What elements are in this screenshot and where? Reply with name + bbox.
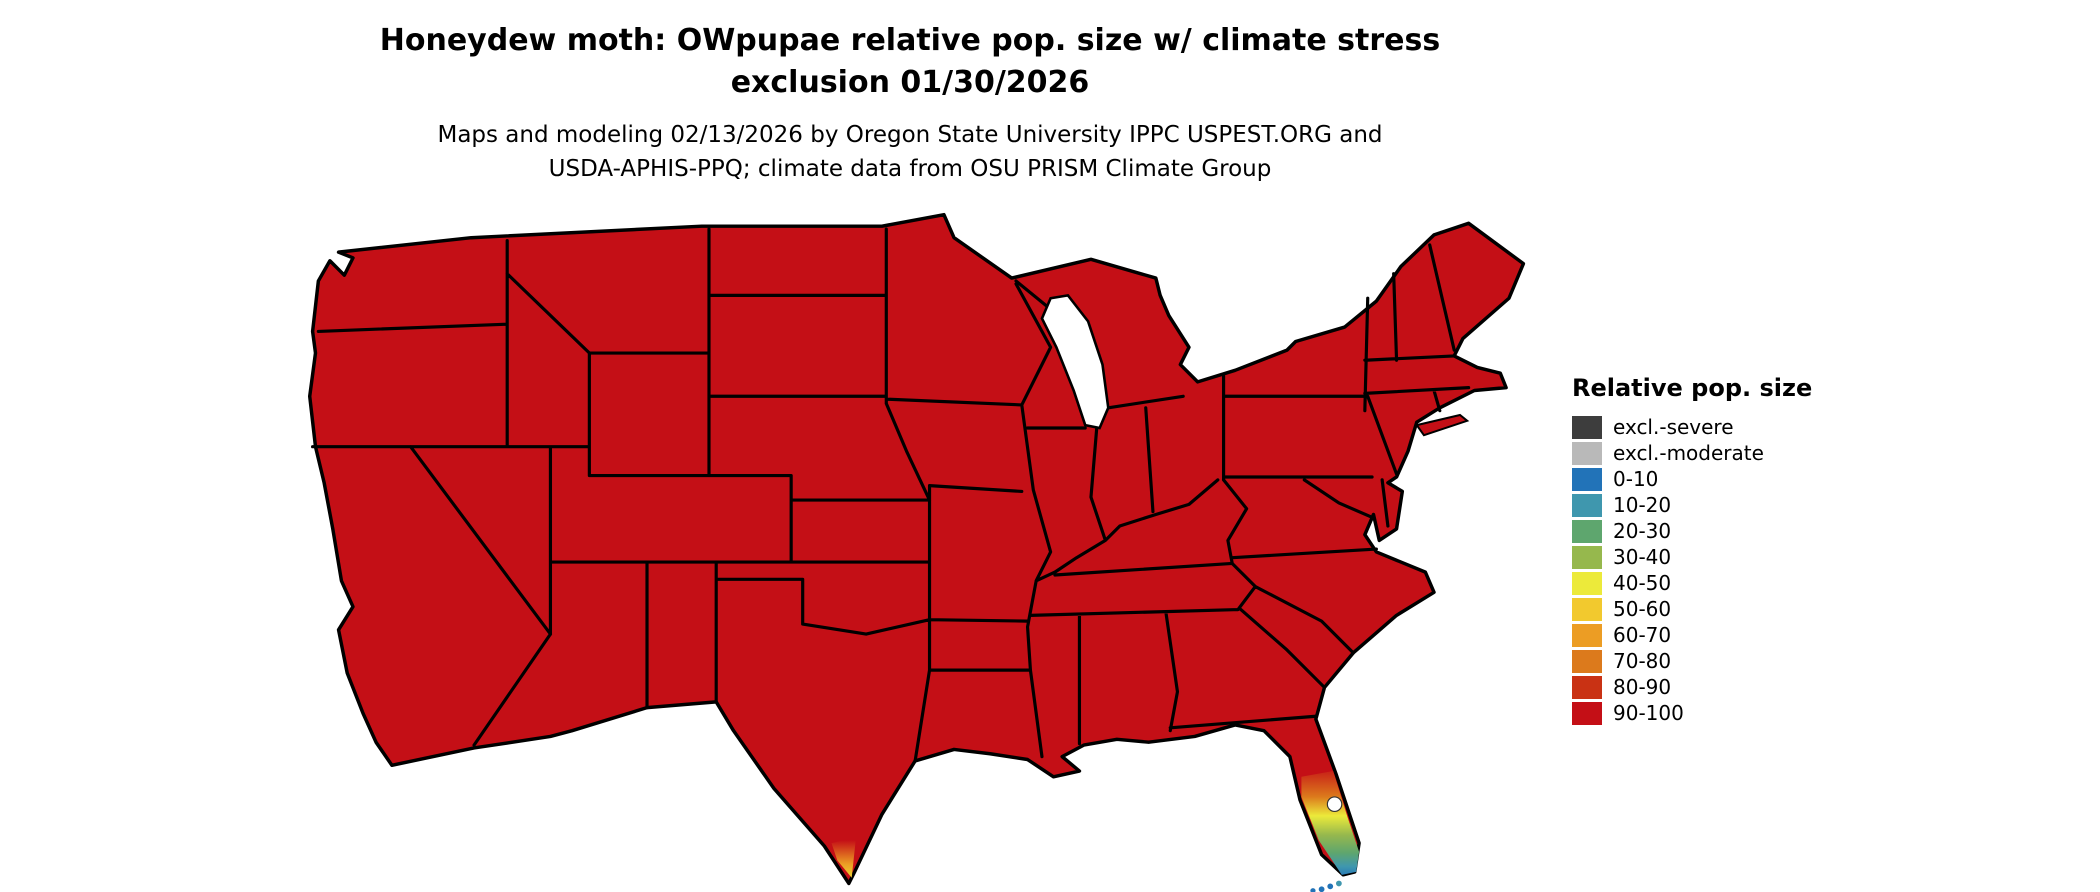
map-title: Honeydew moth: OWpupae relative pop. siz… bbox=[290, 20, 1530, 104]
legend-swatch bbox=[1572, 415, 1602, 439]
legend-swatch bbox=[1572, 623, 1602, 647]
legend-swatch bbox=[1572, 597, 1602, 621]
legend-label: 60-70 bbox=[1613, 622, 1672, 647]
legend-swatch bbox=[1572, 649, 1602, 673]
south-texas-gradient-region bbox=[831, 837, 857, 878]
map-title-line2: exclusion 01/30/2026 bbox=[730, 65, 1090, 100]
legend-item: 30-40 bbox=[1572, 544, 1812, 570]
legend-item: excl.-moderate bbox=[1572, 440, 1812, 466]
us-outline bbox=[307, 212, 1526, 886]
map-credit-line1: Maps and modeling 02/13/2026 by Oregon S… bbox=[437, 122, 1383, 148]
legend-swatch bbox=[1572, 441, 1602, 465]
legend-item: excl.-severe bbox=[1572, 414, 1812, 440]
legend-item: 80-90 bbox=[1572, 674, 1812, 700]
legend-label: 40-50 bbox=[1613, 570, 1672, 595]
legend-label: excl.-moderate bbox=[1613, 440, 1764, 465]
map-title-line1: Honeydew moth: OWpupae relative pop. siz… bbox=[379, 23, 1441, 58]
legend-swatch bbox=[1572, 701, 1602, 725]
legend-label: 10-20 bbox=[1613, 492, 1672, 517]
legend-swatch bbox=[1572, 571, 1602, 595]
florida-keys-dots bbox=[1310, 880, 1342, 892]
legend-swatch bbox=[1572, 675, 1602, 699]
figure-header: Honeydew moth: OWpupae relative pop. siz… bbox=[290, 20, 1530, 186]
lake-michigan bbox=[1040, 293, 1110, 430]
legend-item: 10-20 bbox=[1572, 492, 1812, 518]
map-credit-line2: USDA-APHIS-PPQ; climate data from OSU PR… bbox=[548, 156, 1272, 182]
legend-label: 80-90 bbox=[1613, 674, 1672, 699]
legend-label: 70-80 bbox=[1613, 648, 1672, 673]
legend-item: 0-10 bbox=[1572, 466, 1812, 492]
state-borders bbox=[311, 227, 1471, 763]
legend-item: 60-70 bbox=[1572, 622, 1812, 648]
legend-swatch bbox=[1572, 519, 1602, 543]
us-map bbox=[307, 212, 1526, 892]
legend-item: 50-60 bbox=[1572, 596, 1812, 622]
legend-label: excl.-severe bbox=[1613, 414, 1734, 439]
legend-item: 40-50 bbox=[1572, 570, 1812, 596]
lake-okeechobee bbox=[1326, 796, 1343, 812]
south-florida-gradient-region bbox=[1301, 771, 1360, 875]
map-credit: Maps and modeling 02/13/2026 by Oregon S… bbox=[290, 118, 1530, 186]
legend-swatch bbox=[1572, 467, 1602, 491]
legend-item: 20-30 bbox=[1572, 518, 1812, 544]
legend-title: Relative pop. size bbox=[1572, 374, 1813, 402]
legend-item: 70-80 bbox=[1572, 648, 1812, 674]
long-island bbox=[1415, 413, 1470, 437]
map-legend: Relative pop. size excl.-severe excl.-mo… bbox=[1572, 374, 1812, 726]
legend-label: 30-40 bbox=[1613, 544, 1672, 569]
legend-label: 20-30 bbox=[1613, 518, 1672, 543]
legend-swatch bbox=[1572, 545, 1602, 569]
us-map-container bbox=[298, 206, 1538, 892]
legend-label: 90-100 bbox=[1613, 700, 1684, 725]
legend-item: 90-100 bbox=[1572, 700, 1812, 726]
legend-label: 50-60 bbox=[1613, 596, 1672, 621]
legend-label: 0-10 bbox=[1613, 466, 1659, 491]
legend-swatch bbox=[1572, 493, 1602, 517]
